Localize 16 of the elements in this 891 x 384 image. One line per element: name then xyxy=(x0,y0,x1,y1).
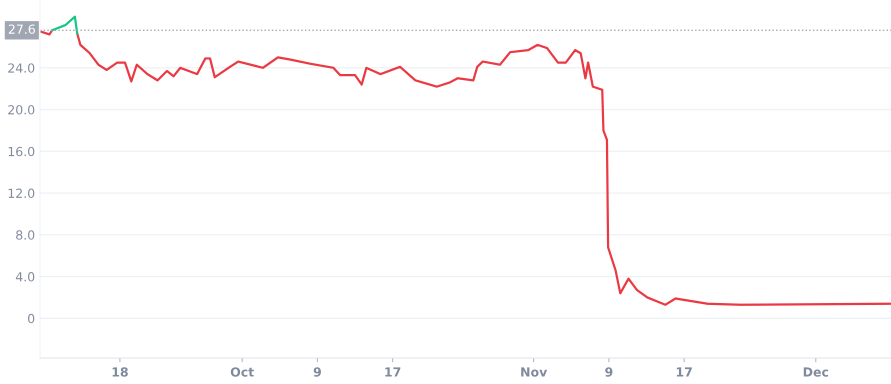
y-tick-label: 24.0 xyxy=(8,63,34,73)
y-tick-label: 16.0 xyxy=(8,146,34,156)
x-tick-label: Oct xyxy=(230,367,254,377)
x-tick-label: 9 xyxy=(314,367,321,377)
y-tick-label: 0 xyxy=(28,314,34,324)
x-tick-label: 18 xyxy=(112,367,128,377)
x-tick-label: 17 xyxy=(676,367,692,377)
y-tick-label: 4.0 xyxy=(16,272,34,282)
x-tick-label: 9 xyxy=(605,367,612,377)
x-tick-label: Dec xyxy=(804,367,828,377)
x-tick-label: 17 xyxy=(385,367,400,377)
y-tick-label: 12.0 xyxy=(8,188,34,198)
x-tick-label: Nov xyxy=(521,367,548,377)
y-tick-label: 8.0 xyxy=(16,230,34,240)
ref-line-label: 27.6 xyxy=(8,24,35,34)
y-tick-label: 20.0 xyxy=(8,105,34,115)
